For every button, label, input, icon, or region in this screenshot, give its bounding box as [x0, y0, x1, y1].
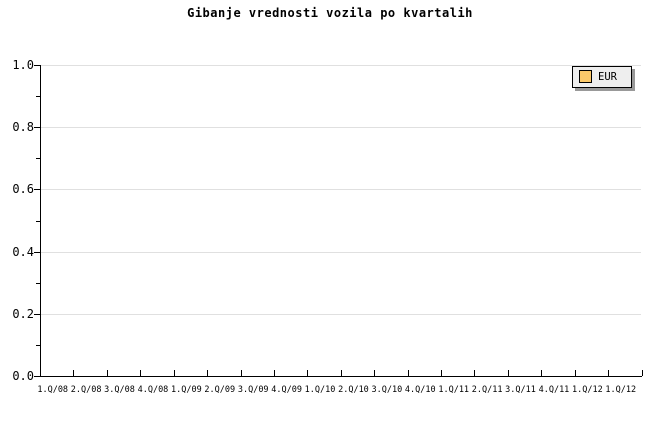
y-minor-tick — [36, 344, 40, 346]
x-tick-label: 3.Q/10 — [371, 385, 403, 395]
x-tick-label: 1.Q/08 — [37, 385, 69, 395]
y-gridline — [41, 127, 641, 129]
y-minor-tick — [36, 220, 40, 222]
y-major-tick — [34, 189, 40, 191]
x-tick-label: 2.Q/10 — [338, 385, 369, 395]
y-major-tick — [34, 127, 40, 129]
x-tick-label: 4.Q/09 — [271, 385, 302, 395]
y-tick-label: 0.6 — [12, 182, 34, 197]
x-tick-label: 2.Q/11 — [471, 385, 503, 395]
y-tick-label: 0.4 — [12, 244, 34, 259]
y-minor-tick — [36, 96, 40, 98]
x-tick-label: 3.Q/09 — [237, 385, 269, 395]
x-tick-label: 1.Q/09 — [171, 385, 202, 395]
y-major-tick — [34, 313, 40, 315]
x-tick — [641, 370, 643, 376]
y-minor-tick — [36, 158, 40, 160]
x-tick-label: 2.Q/08 — [70, 385, 102, 395]
x-tick — [307, 370, 309, 376]
y-major-tick — [34, 376, 40, 377]
x-tick — [374, 370, 376, 376]
y-tick-label: 0.8 — [12, 120, 34, 135]
legend-label-eur: EUR — [598, 71, 617, 83]
x-tick — [574, 370, 576, 376]
y-gridline — [41, 189, 641, 191]
y-major-tick — [34, 251, 40, 253]
x-tick — [273, 370, 275, 376]
x-tick — [340, 370, 342, 376]
x-axis-line — [40, 376, 642, 377]
x-tick — [173, 370, 175, 376]
x-tick — [541, 370, 543, 376]
x-tick-label: 1.Q/12 — [605, 385, 637, 395]
y-gridline — [41, 65, 641, 66]
x-tick-label: 4.Q/10 — [404, 385, 436, 395]
chart-title: Gibanje vrednosti vozila po kvartalih — [187, 6, 473, 20]
y-tick-label: 0.2 — [12, 306, 34, 321]
x-tick — [140, 370, 142, 376]
x-tick-label: 3.Q/08 — [104, 385, 135, 395]
legend-swatch-eur-icon — [579, 70, 592, 83]
y-minor-tick — [36, 282, 40, 284]
y-major-tick — [34, 65, 40, 66]
y-gridline — [41, 251, 641, 253]
x-tick — [474, 370, 476, 376]
x-tick — [441, 370, 442, 376]
y-tick-label: 0.0 — [12, 369, 34, 383]
x-tick-label: 4.Q/08 — [137, 385, 169, 395]
y-tick-label: 1.0 — [12, 58, 34, 72]
x-tick — [507, 370, 509, 376]
legend-box: EUR — [572, 66, 632, 88]
x-tick-label: 2.Q/09 — [204, 385, 236, 395]
x-tick — [240, 370, 242, 376]
x-tick — [106, 370, 108, 376]
x-tick — [207, 370, 209, 376]
x-tick-label: 1.Q/12 — [572, 385, 603, 395]
x-tick-label: 4.Q/11 — [538, 385, 570, 395]
x-tick-label: 1.Q/11 — [438, 385, 470, 395]
x-tick-label: 3.Q/11 — [505, 385, 536, 395]
x-tick-label: 1.Q/10 — [304, 385, 336, 395]
y-gridline — [41, 313, 641, 315]
x-tick — [73, 370, 75, 376]
x-tick — [608, 370, 610, 376]
x-tick — [407, 370, 409, 376]
y-axis-line — [40, 65, 41, 377]
